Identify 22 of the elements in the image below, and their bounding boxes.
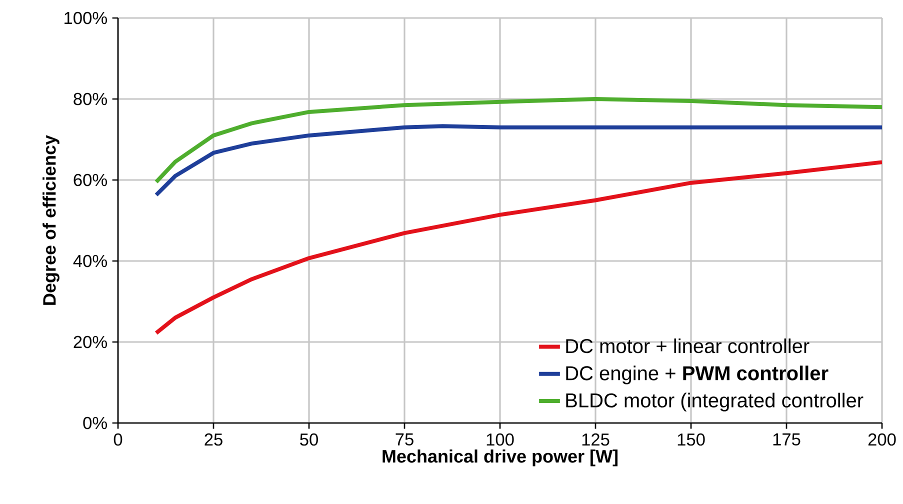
x-tick-label: 150	[678, 433, 705, 446]
x-tick-label: 25	[204, 433, 222, 446]
line-series	[154, 97, 882, 184]
x-tick-label: 175	[773, 433, 800, 446]
x-tick-label: 0	[114, 433, 122, 446]
y-tick-label: 60%	[74, 174, 107, 186]
x-tick-label: 200	[868, 433, 896, 446]
x-tick-label: 125	[582, 433, 610, 446]
y-tick-label: 40%	[73, 254, 107, 268]
x-tick-label: 100	[486, 433, 514, 446]
legend-label: DC engine + PWM controller	[566, 366, 828, 384]
y-tick-label: 0%	[83, 416, 107, 430]
y-tick-label: 80%	[74, 92, 107, 106]
y-tick-label: 100%	[64, 12, 107, 24]
y-axis-title: Degree of efficiency	[42, 135, 60, 305]
x-tick-label: 50	[300, 433, 318, 446]
legend-label: BLDC motor (integrated controller	[566, 392, 864, 412]
x-tick-label: 75	[396, 433, 414, 446]
x-axis-title: Mechanical drive power [W]	[382, 449, 618, 466]
line-series	[154, 160, 882, 336]
y-tick-label: 20%	[74, 336, 107, 348]
legend-label: DC motor + linear controller	[566, 338, 810, 354]
